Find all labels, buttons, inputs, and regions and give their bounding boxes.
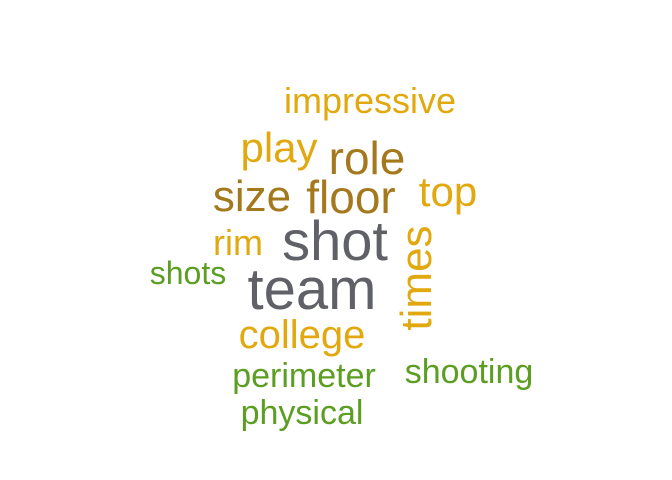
- word-rim: rim: [213, 222, 263, 263]
- word-shot: shot: [282, 209, 388, 272]
- word-role: role: [328, 132, 406, 184]
- word-physical: physical: [240, 394, 364, 432]
- word-top: top: [418, 168, 478, 215]
- word-floor: floor: [306, 171, 396, 223]
- word-size: size: [212, 172, 292, 221]
- word-college: college: [238, 313, 366, 357]
- word-shots: shots: [149, 255, 227, 291]
- word-play: play: [240, 124, 318, 171]
- word-perimeter: perimeter: [232, 357, 376, 395]
- word-impressive: impressive: [283, 80, 457, 121]
- word-team: team: [247, 257, 377, 322]
- word-times: times: [392, 225, 441, 331]
- word-shooting: shooting: [404, 353, 534, 391]
